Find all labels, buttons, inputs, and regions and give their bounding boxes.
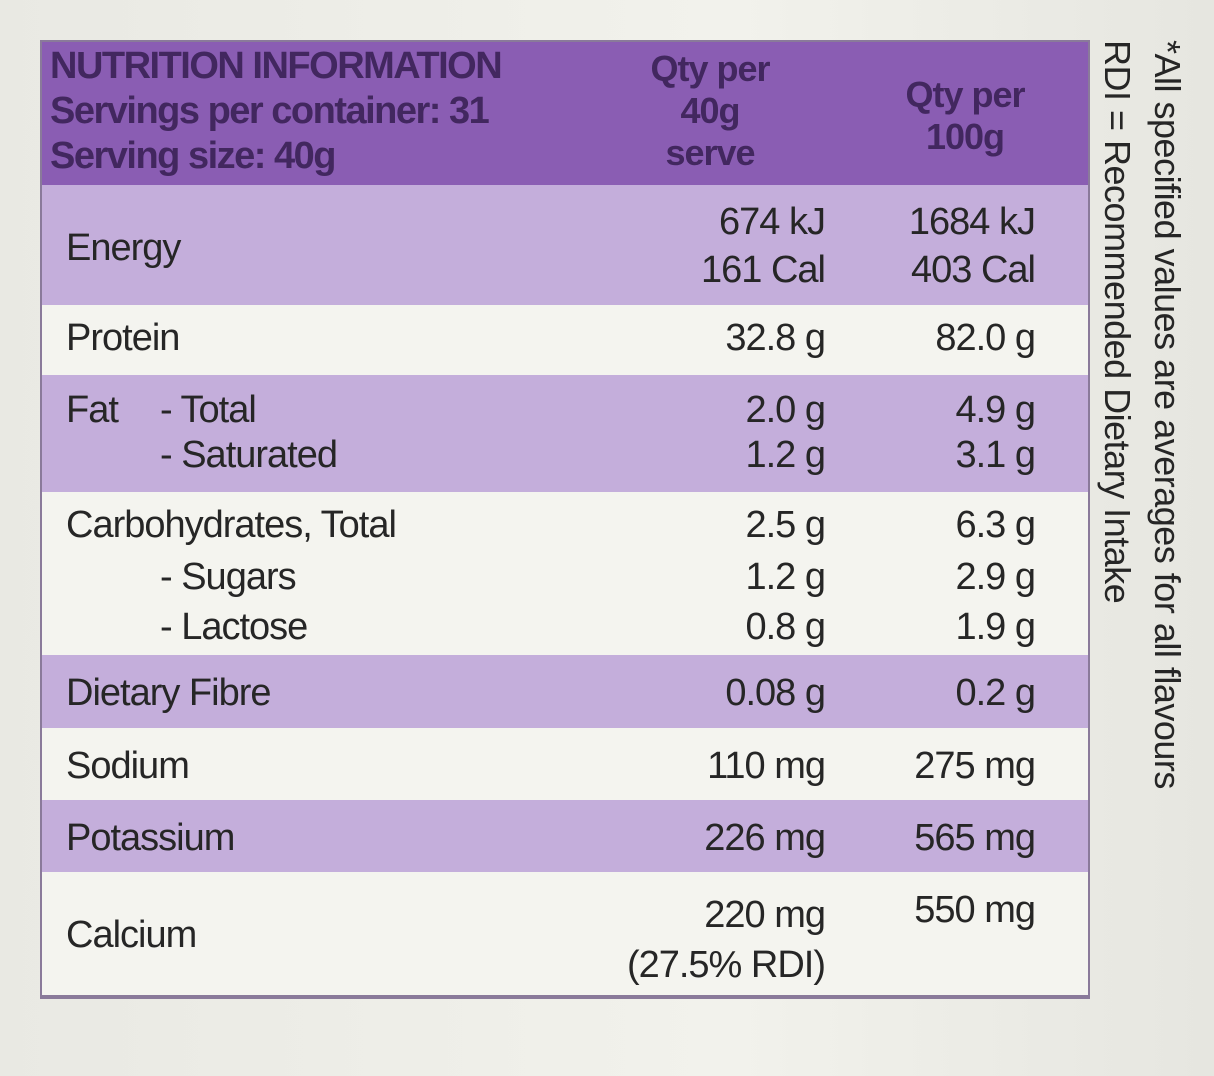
- serve-value: (27.5% RDI): [626, 944, 826, 986]
- serve-value: 674 kJ: [719, 201, 826, 243]
- row-sublabel: - Saturated: [160, 434, 338, 476]
- serve-value: 161 Cal: [701, 249, 826, 291]
- serve-value: 1.2 g: [745, 556, 826, 598]
- serve-value: 1.2 g: [745, 434, 826, 476]
- column-header-line: Qty per: [905, 74, 1025, 115]
- serve-value: 32.8 g: [725, 317, 826, 359]
- column-header: Qty per 100g: [865, 74, 1065, 158]
- servings: Servings per container: 31: [50, 90, 490, 132]
- row-band: [40, 375, 1088, 492]
- per100-value: 565 mg: [914, 817, 1036, 859]
- side-notes: *All specified values are averages for a…: [1092, 40, 1192, 1040]
- row-band: [40, 185, 1088, 305]
- serve-value: 0.8 g: [745, 606, 826, 648]
- header-title: NUTRITION INFORMATION: [50, 45, 503, 87]
- row-band: [40, 655, 1088, 728]
- row-band: [40, 305, 1088, 375]
- per100-value: 0.2 g: [955, 672, 1036, 714]
- per100-value: 4.9 g: [955, 389, 1036, 431]
- serve-value: 110 mg: [707, 745, 826, 787]
- column-header-line: serve: [665, 132, 755, 173]
- serving-size: Serving size: 40g: [50, 135, 336, 177]
- per100-value: 1684 kJ: [908, 201, 1036, 243]
- column-header-line: 100g: [925, 116, 1005, 157]
- per100-value: 403 Cal: [911, 249, 1036, 291]
- per100-value: 82.0 g: [935, 317, 1036, 359]
- serve-value: 226 mg: [704, 817, 826, 859]
- row-label: Protein: [66, 317, 180, 359]
- per100-value: 275 mg: [914, 745, 1036, 787]
- note: *All specified values are averages for a…: [1147, 40, 1188, 789]
- row-sublabel: - Sugars: [160, 556, 297, 598]
- column-header-line: 40g: [680, 90, 740, 131]
- column-header: Qty per 40g serve: [610, 48, 810, 174]
- serve-value: 2.0 g: [745, 389, 826, 431]
- serve-value: 220 mg: [704, 894, 826, 936]
- row-sublabel: - Total: [160, 389, 257, 431]
- header-band: [40, 40, 1088, 185]
- note: RDI = Recommended Dietary Intake: [1097, 40, 1138, 604]
- per100-value: 550 mg: [914, 889, 1036, 931]
- row-band: [40, 872, 1088, 997]
- column-header-line: Qty per: [650, 48, 770, 89]
- row-label: Energy: [66, 227, 181, 269]
- row-label: Carbohydrates, Total: [66, 504, 397, 546]
- row-label: Sodium: [66, 745, 190, 787]
- per100-value: 1.9 g: [955, 606, 1036, 648]
- per100-value: 2.9 g: [955, 556, 1036, 598]
- row-label: Potassium: [66, 817, 235, 859]
- table-border: [40, 40, 1090, 999]
- per100-value: 6.3 g: [955, 504, 1036, 546]
- row-label: Calcium: [66, 914, 197, 956]
- row-label: Dietary Fibre: [66, 672, 271, 714]
- row-band: [40, 728, 1088, 800]
- row-label: Fat: [66, 389, 119, 431]
- serve-value: 2.5 g: [745, 504, 826, 546]
- row-sublabel: - Lactose: [160, 606, 308, 648]
- per100-value: 3.1 g: [955, 434, 1036, 476]
- row-band: [40, 492, 1088, 655]
- serve-value: 0.08 g: [725, 672, 826, 714]
- row-band: [40, 800, 1088, 872]
